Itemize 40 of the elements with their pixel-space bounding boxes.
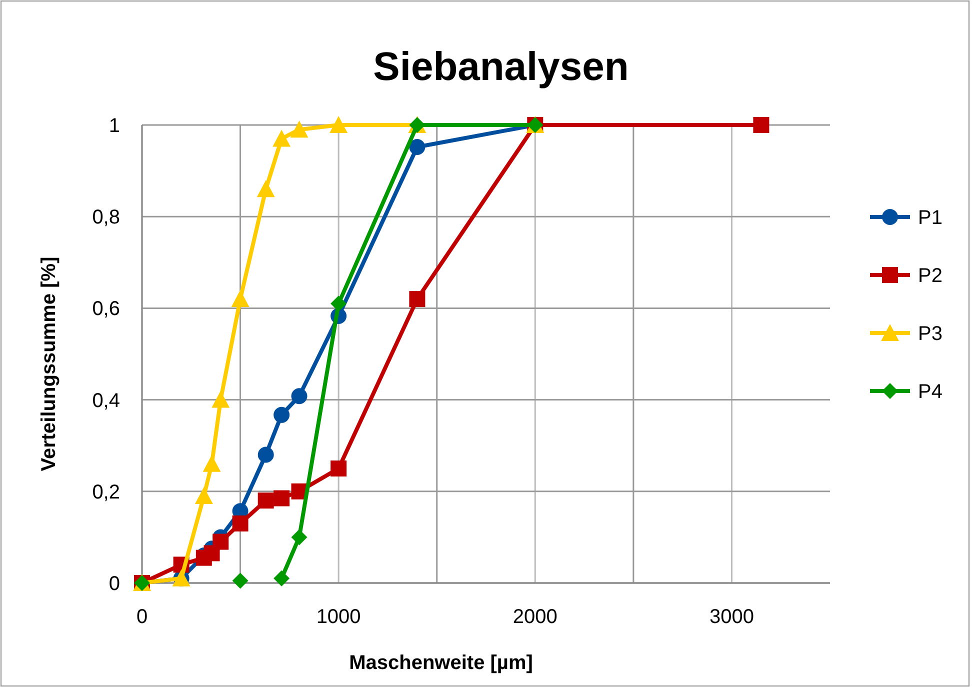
point (231, 290, 250, 308)
x-tick-label: 3000 (709, 606, 754, 628)
point (274, 570, 290, 586)
y-tick-label: 0 (108, 573, 120, 595)
point (753, 117, 770, 133)
legend-label: P1 (918, 207, 942, 229)
y-axis-title: Verteilungssumme [%] (38, 256, 60, 472)
point (409, 138, 426, 155)
point (290, 120, 308, 138)
x-tick-label: 2000 (512, 606, 558, 628)
point (256, 180, 275, 198)
point (232, 515, 248, 532)
x-tick-label: 0 (136, 606, 148, 628)
point (330, 116, 348, 133)
point (330, 296, 347, 312)
x-axis-title: Maschenweite [µm] (349, 652, 533, 674)
point (291, 388, 308, 404)
point (274, 406, 290, 423)
point (330, 460, 347, 476)
y-tick-label: 0,6 (92, 298, 120, 320)
chart-title: Siebanalysen (373, 45, 629, 89)
point (291, 529, 308, 546)
legend-label: P3 (918, 323, 942, 345)
x-tick-label: 1000 (316, 606, 361, 628)
y-tick-label: 0,8 (92, 206, 120, 229)
point (258, 446, 274, 463)
point (258, 492, 274, 509)
point (274, 490, 290, 506)
point (194, 486, 213, 504)
y-tick-label: 0,4 (92, 390, 120, 412)
point (272, 130, 291, 147)
point (212, 390, 230, 408)
point (409, 291, 426, 308)
legend-label: P4 (918, 381, 942, 403)
y-tick-label: 0,2 (92, 481, 120, 504)
point (202, 454, 221, 472)
point (212, 534, 229, 550)
legend-label: P2 (918, 265, 942, 287)
y-tick-label: 1 (108, 115, 120, 137)
point (232, 572, 248, 589)
